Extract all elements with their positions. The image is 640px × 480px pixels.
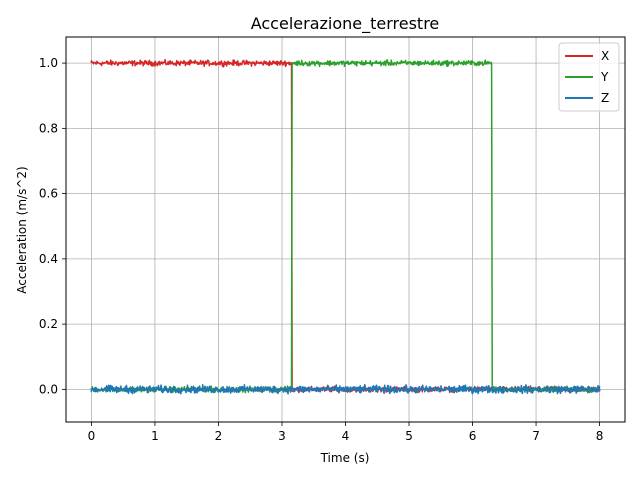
y-axis-label: Acceleration (m/s^2)	[15, 166, 29, 293]
x-tick-label: 8	[596, 429, 604, 443]
series-line-z	[90, 383, 601, 395]
legend-label-x: X	[601, 49, 609, 63]
x-tick-label: 0	[88, 429, 96, 443]
x-tick-label: 5	[405, 429, 413, 443]
plot-area	[90, 58, 601, 395]
x-tick-label: 3	[278, 429, 286, 443]
grid	[66, 37, 625, 422]
y-axis: 0.0 0.2 0.4 0.6 0.8 1.0	[39, 56, 66, 396]
chart-title: Accelerazione_terrestre	[251, 14, 440, 34]
x-tick-label: 4	[342, 429, 350, 443]
legend: XYZ	[558, 42, 620, 112]
x-tick-label: 2	[215, 429, 223, 443]
y-tick-label: 1.0	[39, 56, 58, 70]
y-tick-label: 0.4	[39, 252, 58, 266]
y-tick-label: 0.0	[39, 382, 58, 396]
legend-label-y: Y	[600, 70, 609, 84]
y-tick-label: 0.8	[39, 121, 58, 135]
x-tick-label: 1	[151, 429, 159, 443]
x-tick-label: 7	[532, 429, 540, 443]
x-axis: 0 1 2 3 4 5 6 7 8	[88, 422, 604, 443]
x-axis-label: Time (s)	[320, 451, 370, 465]
legend-label-z: Z	[601, 91, 609, 105]
y-tick-label: 0.2	[39, 317, 58, 331]
y-tick-label: 0.6	[39, 187, 58, 201]
x-tick-label: 6	[469, 429, 477, 443]
